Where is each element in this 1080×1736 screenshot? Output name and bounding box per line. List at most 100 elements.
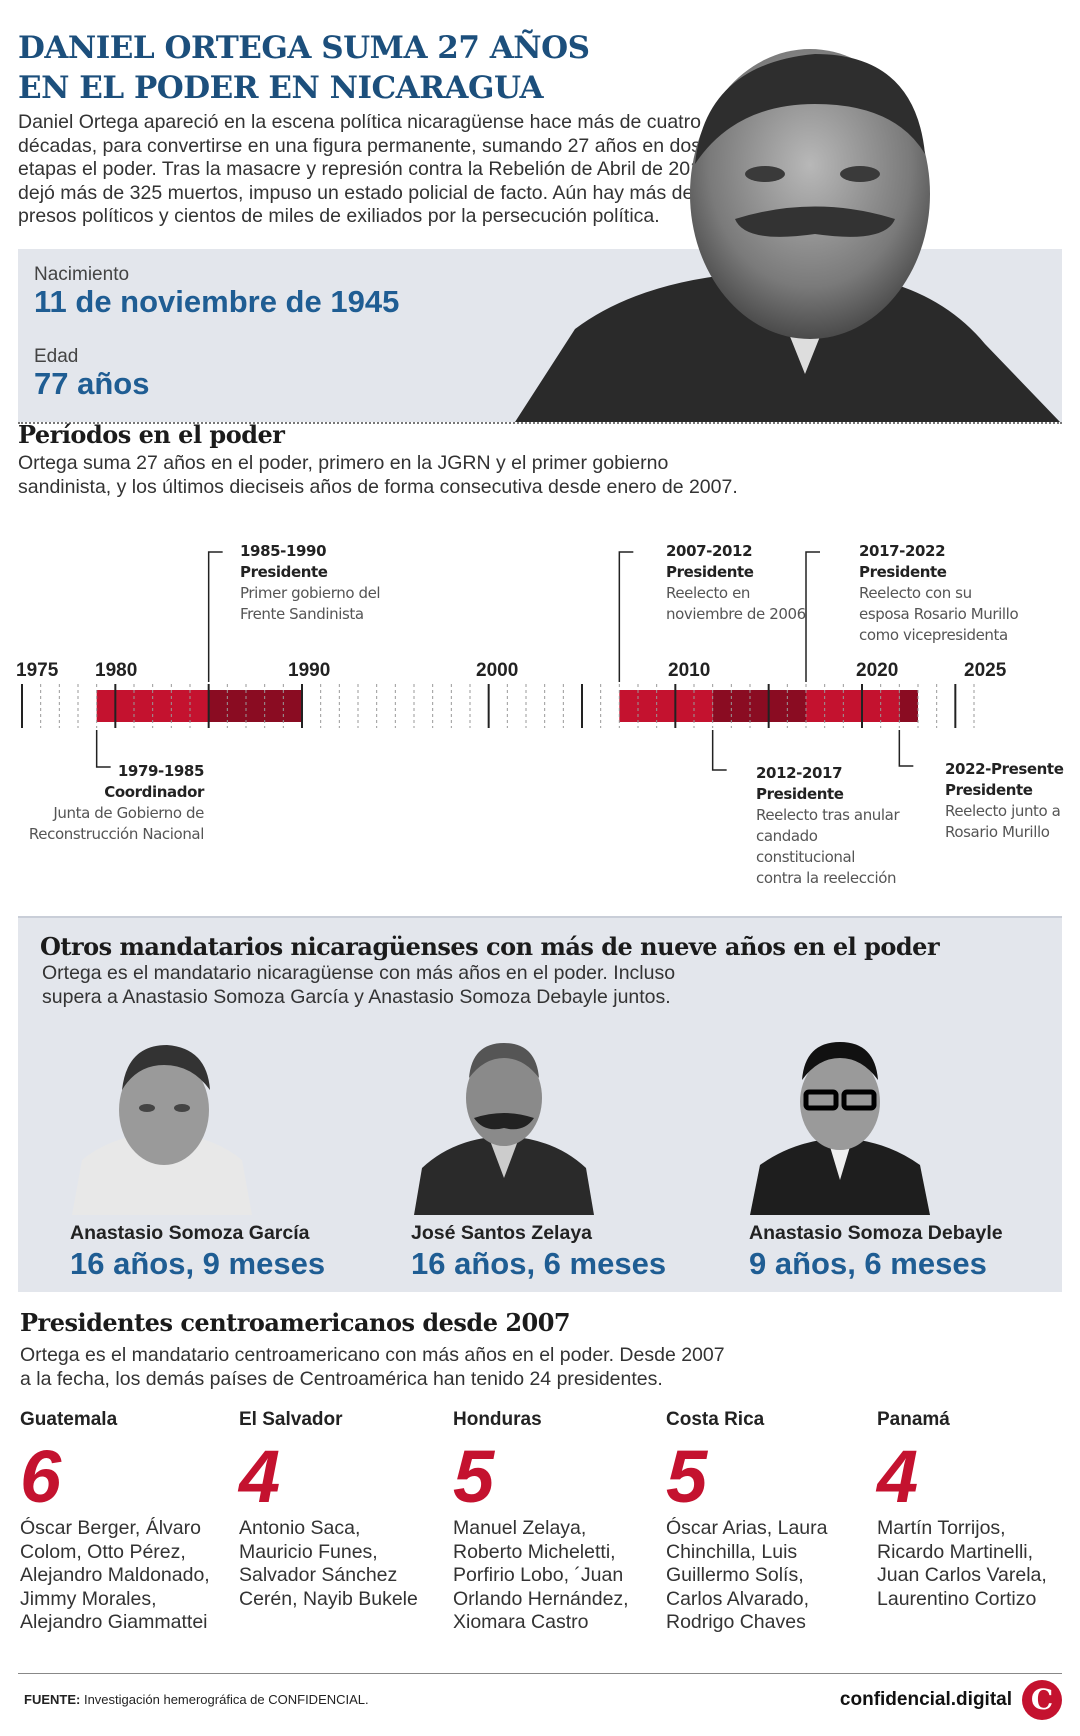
title-line-1: DANIEL ORTEGA SUMA 27 AÑOS [18, 30, 590, 66]
leader-card: Anastasio Somoza Debayle 9 años, 6 meses [749, 1222, 1003, 1282]
leader-name: José Santos Zelaya [411, 1222, 593, 1244]
page-title: DANIEL ORTEGA SUMA 27 AÑOS EN EL PODER E… [18, 28, 590, 108]
year-label: 1980 [95, 660, 138, 681]
annotation-leader-line [207, 551, 223, 682]
age-label: Edad [34, 346, 79, 367]
president-count: 5 [666, 1435, 708, 1518]
central-america-title: Presidentes centroamericanos desde 2007 [20, 1308, 571, 1337]
country-name: Honduras [453, 1409, 542, 1430]
timeline-span [806, 690, 900, 722]
period-desc: Reelecto junto a [945, 802, 1061, 820]
period-annotation: 2022-Presente Presidente Reelecto junto … [945, 759, 1064, 843]
president-count: 6 [20, 1435, 62, 1518]
intro-paragraph: Daniel Ortega apareció en la escena polí… [18, 111, 756, 227]
source-note: FUENTE: Investigación hemerográfica de C… [24, 1692, 369, 1707]
birth-label: Nacimiento [34, 264, 130, 285]
year-label: 2010 [668, 660, 711, 681]
country-name: Costa Rica [666, 1409, 765, 1430]
timeline-span [712, 690, 806, 722]
somoza-debayle-portrait-image [750, 1042, 930, 1215]
ortega-portrait-image [515, 49, 1060, 422]
president-list: Antonio Saca, Mauricio Funes, Salvador S… [239, 1517, 418, 1610]
country-column: Costa Rica 5 Óscar Arias, Laura Chinchil… [666, 1409, 856, 1635]
footer-divider [18, 1673, 1062, 1674]
timeline-span [619, 690, 713, 722]
period-desc: como vicepresidenta [859, 626, 1008, 644]
period-dates: 1979-1985 [117, 762, 205, 780]
period-dates: 1985-1990 [240, 542, 327, 560]
other-leaders-title: Otros mandatarios nicaragüenses con más … [40, 932, 940, 961]
central-america-subtitle: Ortega es el mandatario centroamericano … [20, 1344, 725, 1390]
confidencial-logo-icon: C [1022, 1680, 1062, 1720]
birth-value: 11 de noviembre de 1945 [34, 284, 400, 319]
period-desc: Reconstrucción Nacional [28, 825, 204, 843]
leader-name: Anastasio Somoza Debayle [749, 1222, 1003, 1244]
leader-years: 9 años, 6 meses [749, 1246, 987, 1281]
period-annotation: 2007-2012 Presidente Reelecto en noviemb… [666, 541, 806, 625]
annotation-leader-line [805, 551, 820, 682]
president-list: Martín Torrijos, Ricardo Martinelli, Jua… [877, 1517, 1047, 1610]
period-desc: Rosario Murillo [945, 823, 1050, 841]
annotation-leader-line [711, 730, 727, 771]
annotation-leader-line [898, 730, 914, 767]
country-column: El Salvador 4 Antonio Saca, Mauricio Fun… [239, 1409, 429, 1611]
period-annotation: 1979-1985 Coordinador Junta de Gobierno … [24, 761, 204, 845]
period-role: Presidente [666, 563, 754, 581]
age-value: 77 años [34, 366, 150, 401]
year-label: 2025 [964, 660, 1007, 681]
period-desc: constitucional [756, 848, 856, 866]
year-label: 2000 [476, 660, 519, 681]
period-desc: contra la reelección [756, 869, 897, 887]
period-role: Presidente [240, 563, 328, 581]
source-label: FUENTE: [24, 1692, 81, 1707]
somoza-garcia-portrait-image [72, 1045, 252, 1215]
period-role: Presidente [859, 563, 947, 581]
country-column: Guatemala 6 Óscar Berger, Álvaro Colom, … [20, 1409, 215, 1635]
year-label: 1990 [288, 660, 331, 681]
annotation-leader-line [95, 730, 111, 768]
country-name: El Salvador [239, 1409, 343, 1430]
leader-years: 16 años, 9 meses [70, 1246, 326, 1281]
brand-link[interactable]: confidencial.digital [839, 1689, 1012, 1710]
period-desc: Frente Sandinista [240, 605, 364, 623]
title-line-2: EN EL PODER EN NICARAGUA [18, 70, 544, 106]
source-text: Investigación hemerográfica de CONFIDENC… [83, 1692, 369, 1707]
timeline-span [96, 690, 209, 722]
annotation-leader-line [618, 551, 634, 682]
president-count: 4 [877, 1435, 919, 1518]
country-name: Panamá [877, 1409, 950, 1430]
period-annotation: 2012-2017 Presidente Reelecto tras anula… [756, 763, 900, 889]
timeline-span [208, 690, 302, 722]
leader-years: 16 años, 6 meses [411, 1246, 667, 1281]
period-desc: Junta de Gobierno de [53, 804, 204, 822]
santos-zelaya-portrait-image [414, 1043, 594, 1215]
period-desc: Reelecto en [666, 584, 751, 602]
period-role: Coordinador [104, 783, 204, 801]
country-column: Panamá 4 Martín Torrijos, Ricardo Martin… [877, 1409, 1067, 1611]
period-role: Presidente [756, 785, 844, 803]
leader-card: José Santos Zelaya 16 años, 6 meses [411, 1222, 666, 1282]
country-name: Guatemala [20, 1409, 118, 1430]
period-dates: 2022-Presente [945, 760, 1064, 778]
president-list: Óscar Arias, Laura Chinchilla, Luis Guil… [666, 1517, 828, 1633]
periods-title: Períodos en el poder [18, 420, 285, 449]
period-dates: 2007-2012 [666, 542, 753, 560]
period-desc: esposa Rosario Murillo [859, 605, 1019, 623]
period-annotation: 2017-2022 Presidente Reelecto con su esp… [859, 541, 1019, 646]
president-count: 4 [239, 1435, 281, 1518]
period-desc: Reelecto con su [859, 584, 972, 602]
leader-name: Anastasio Somoza García [70, 1222, 310, 1244]
year-label: 2020 [856, 660, 899, 681]
dotted-divider [18, 422, 1062, 424]
period-role: Presidente [945, 781, 1033, 799]
timeline-chart [21, 551, 975, 771]
period-desc: candado [756, 827, 818, 845]
period-desc: noviembre de 2006 [666, 605, 806, 623]
periods-subtitle: Ortega suma 27 años en el poder, primero… [18, 452, 738, 498]
year-label: 1975 [16, 660, 59, 681]
president-count: 5 [453, 1435, 495, 1518]
period-desc: Reelecto tras anular [756, 806, 900, 824]
period-desc: Primer gobierno del [240, 584, 381, 602]
other-leaders-subtitle: Ortega es el mandatario nicaragüense con… [42, 962, 676, 1008]
president-list: Manuel Zelaya, Roberto Micheletti, Porfi… [453, 1517, 629, 1633]
